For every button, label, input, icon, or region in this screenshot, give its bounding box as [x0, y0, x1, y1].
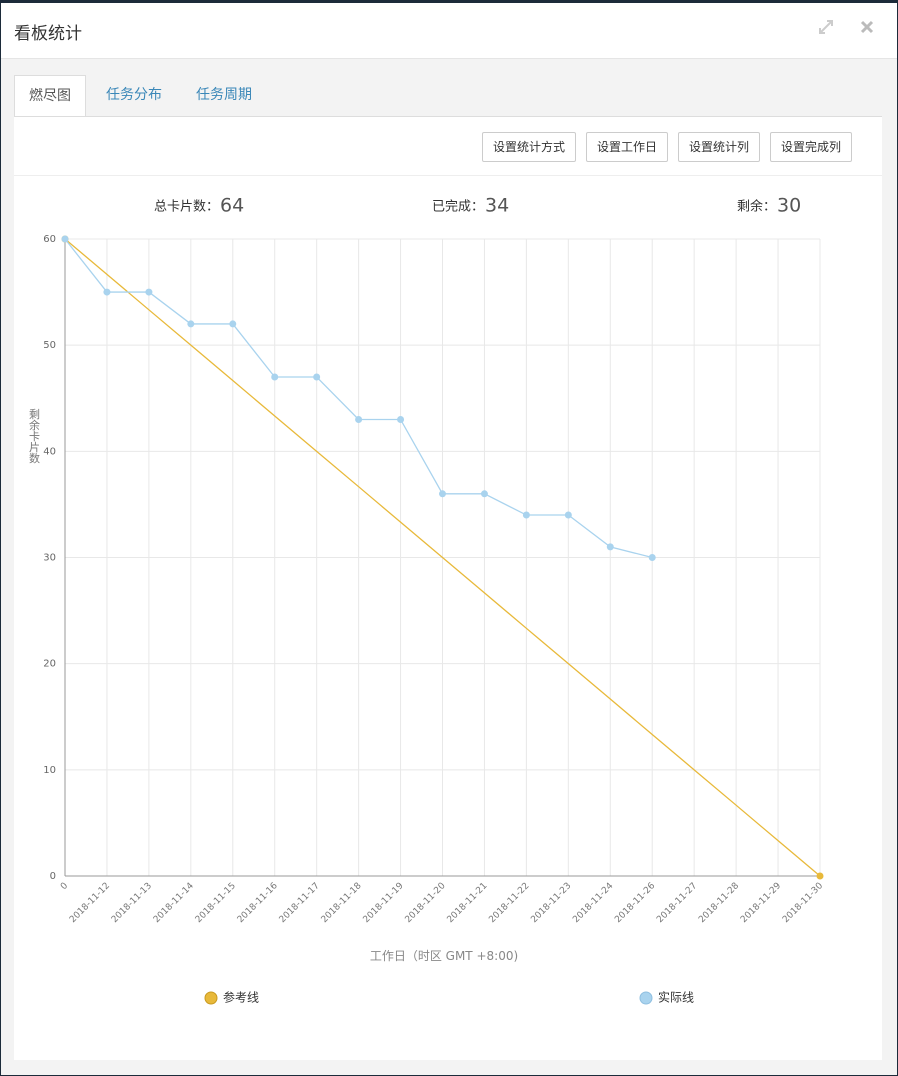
x-tick-label: 2018-11-28	[697, 881, 741, 925]
x-tick-label: 2018-11-12	[68, 881, 112, 925]
stat-value: 64	[220, 195, 244, 217]
x-tick-label: 2018-11-27	[655, 881, 699, 925]
x-tick-label: 2018-11-17	[278, 881, 322, 925]
point	[187, 320, 195, 328]
point	[271, 373, 279, 381]
x-tick-label: 2018-11-13	[110, 881, 154, 925]
x-tick-label: 2018-11-21	[446, 881, 490, 925]
x-tick-label: 2018-11-16	[236, 881, 280, 925]
tab[interactable]: 任务分布	[106, 87, 162, 103]
point	[61, 235, 69, 243]
stat-value: 34	[485, 195, 509, 217]
y-tick-label: 20	[43, 659, 56, 670]
point	[522, 511, 530, 519]
point	[397, 415, 405, 423]
y-tick-label: 0	[50, 871, 56, 882]
y-tick-label: 10	[43, 765, 56, 776]
point	[439, 490, 446, 498]
point	[145, 288, 153, 296]
point	[229, 320, 237, 328]
stat-label: 已完成：	[432, 200, 484, 215]
close-icon[interactable]	[859, 19, 875, 35]
x-tick-label: 2018-11-20	[404, 881, 448, 925]
point	[816, 872, 824, 880]
modal-title: 看板统计	[14, 24, 82, 44]
panel: 设置统计方式 设置工作日 设置统计列 设置完成列 总卡片数： 64 已完成： 34 剩余…	[14, 116, 882, 1060]
stat-label: 剩余：	[737, 199, 776, 215]
legend-label: 实际线	[658, 990, 694, 1005]
x-tick-label: 2018-11-19	[362, 881, 406, 925]
point	[355, 415, 363, 423]
x-tick-label: 2018-11-23	[529, 881, 573, 925]
stat-label: 总卡片数：	[154, 200, 219, 215]
point	[103, 288, 111, 296]
legend-label: 参考线	[223, 990, 259, 1005]
point	[313, 373, 321, 381]
x-tick-label: 2018-11-14	[152, 881, 196, 925]
stat-value: 30	[777, 195, 801, 217]
button[interactable]: 设置工作日	[586, 132, 669, 162]
x-axis-label: 工作日（时区 GMT +8:00)	[370, 949, 518, 963]
button[interactable]: 设置完成列	[770, 132, 853, 162]
y-tick-label: 60	[43, 234, 56, 245]
x-tick-label: 2018-11-26	[613, 881, 657, 925]
point	[480, 490, 488, 498]
tab[interactable]: 任务周期	[196, 87, 252, 103]
expand-icon[interactable]	[817, 18, 835, 36]
x-tick-label: 2018-11-15	[194, 881, 238, 925]
button[interactable]: 设置统计方式	[482, 132, 577, 162]
legend-marker	[204, 991, 218, 1005]
chart-box: 总卡片数： 64 已完成： 34 剩余： 30 0 10 20 30 40 50 60 0 2018-11-…	[14, 175, 882, 1061]
y-tick-label: 30	[43, 553, 56, 564]
x-tick-label: 2018-11-29	[739, 881, 783, 925]
y-tick-label: 40	[43, 446, 56, 457]
chart: 总卡片数： 64 已完成： 34 剩余： 30010203040506002018-11-…	[28, 195, 825, 1005]
point	[648, 554, 656, 561]
series-line	[64, 238, 821, 877]
x-tick-label: 0	[59, 881, 70, 892]
x-tick-label: 2018-11-18	[320, 881, 364, 925]
point	[564, 511, 572, 519]
y-axis-label: 剩余卡片数	[28, 408, 41, 464]
modal-header: 看板统计	[1, 3, 897, 59]
x-tick-label: 2018-11-30	[781, 881, 825, 925]
x-tick-label: 2018-11-24	[571, 881, 615, 925]
x-tick-label: 2018-11-22	[487, 881, 531, 925]
point	[606, 543, 614, 551]
modal: 看板统计 燃尽图 任务分布 任务周期 设置统计方式 设置工作日 设置统计列 设置…	[1, 3, 897, 1075]
button[interactable]: 设置统计列	[678, 132, 761, 162]
legend-marker	[639, 991, 653, 1005]
y-tick-label: 50	[43, 340, 56, 351]
tab[interactable]: 燃尽图	[14, 75, 86, 116]
